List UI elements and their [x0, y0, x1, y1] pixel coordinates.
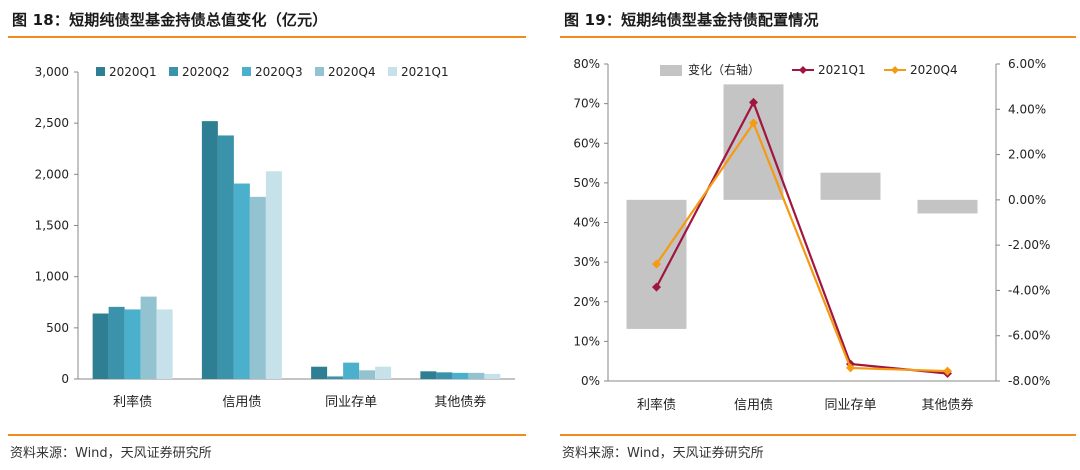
legend-marker-2021Q1	[799, 66, 807, 74]
bar-2020Q3	[233, 183, 250, 379]
y-tick-label: 1,500	[35, 219, 69, 233]
figure-19-top-rule	[560, 36, 1076, 38]
point-2021Q1	[749, 97, 758, 107]
left-tick-label: 20%	[573, 295, 600, 309]
x-tick-label: 利率债	[637, 397, 676, 413]
legend-swatch-bar	[660, 65, 682, 76]
bar-2020Q4	[249, 196, 266, 379]
bar-2020Q2	[108, 306, 125, 379]
right-tick-label: -4.00%	[1008, 283, 1050, 297]
y-tick-label: 3,000	[35, 65, 69, 79]
point-2021Q1	[652, 282, 661, 292]
bar-2020Q1	[420, 371, 437, 379]
legend-marker-2020Q4	[891, 66, 899, 74]
x-tick-label: 利率债	[113, 394, 152, 410]
figure-19-title: 图 19：短期纯债型基金持债配置情况	[564, 11, 819, 29]
legend-label: 变化（右轴）	[688, 62, 760, 77]
legend-label: 2021Q1	[818, 63, 866, 77]
y-tick-label: 1,000	[35, 270, 69, 284]
bar-2020Q2	[327, 376, 344, 379]
left-tick-label: 30%	[573, 255, 600, 269]
point-2020Q4	[943, 366, 952, 376]
bar-2021Q1	[375, 366, 392, 379]
bar-2020Q1	[92, 313, 109, 379]
bar-2021Q1	[265, 171, 282, 379]
y-tick-label: 0	[61, 372, 69, 386]
left-tick-label: 60%	[573, 136, 600, 150]
legend-swatch-2020Q3	[242, 67, 251, 76]
bar-2020Q1	[201, 121, 218, 380]
left-tick-label: 70%	[573, 97, 600, 111]
bar-2021Q1	[156, 309, 173, 379]
legend-label: 2021Q1	[401, 65, 449, 79]
legend-swatch-2021Q1	[388, 67, 397, 76]
x-tick-label: 同业存单	[824, 398, 876, 413]
bar-2020Q4	[140, 296, 157, 379]
bar-2020Q3	[452, 372, 469, 379]
legend-label: 2020Q4	[910, 63, 958, 77]
point-2020Q4	[846, 363, 855, 373]
left-tick-label: 10%	[573, 334, 600, 348]
y-tick-label: 500	[46, 321, 69, 335]
legend-swatch-2020Q2	[169, 67, 178, 76]
x-tick-label: 信用债	[222, 395, 261, 410]
legend-swatch-2020Q4	[315, 67, 324, 76]
point-2020Q4	[652, 259, 661, 269]
bar-2020Q2	[436, 372, 453, 379]
bar-2020Q4	[359, 370, 376, 379]
figure-19-panel: 图 19：短期纯债型基金持债配置情况 0% 10% 20% 30% 40% 50% 60% 7…	[552, 0, 1080, 470]
legend-swatch-2020Q1	[96, 67, 105, 76]
bar-2020Q4	[468, 372, 485, 379]
y-tick-label: 2,000	[35, 167, 69, 181]
left-tick-label: 0%	[581, 374, 600, 388]
figure-19-source: 资料来源：Wind，天风证券研究所	[562, 446, 764, 461]
left-tick-label: 40%	[573, 216, 600, 230]
figure-18-source: 资料来源：Wind，天风证券研究所	[10, 446, 212, 461]
bar-2020Q3	[124, 309, 141, 379]
right-tick-label: -8.00%	[1008, 374, 1050, 388]
x-tick-label: 同业存单	[325, 395, 377, 410]
x-tick-label: 信用债	[734, 398, 773, 413]
figure-19-bottom-rule	[560, 434, 1076, 436]
figure-18-panel: 图 18：短期纯债型基金持债总值变化（亿元） 0 500 1,000 1,500 2,0…	[0, 0, 530, 470]
line-2020Q4	[655, 120, 948, 373]
right-tick-label: -6.00%	[1008, 329, 1050, 343]
line-2021Q1	[655, 99, 948, 375]
bar-2020Q2	[217, 135, 234, 379]
x-tick-label: 其他债券	[921, 397, 973, 413]
left-tick-label: 50%	[573, 176, 600, 190]
legend-label: 2020Q4	[328, 65, 376, 79]
right-tick-label: 0.00%	[1008, 193, 1046, 207]
bar-2021Q1	[484, 373, 501, 379]
figure-19-combo-chart: 0% 10% 20% 30% 40% 50% 60% 70% 80% -8.00% -6.00% -4…	[573, 57, 1050, 413]
legend-label: 2020Q3	[255, 65, 303, 79]
change-bar	[820, 172, 881, 200]
point-2020Q4	[749, 118, 758, 128]
right-tick-label: 6.00%	[1008, 57, 1046, 71]
figure-18-top-rule	[8, 36, 526, 38]
y-tick-label: 2,500	[35, 116, 69, 130]
x-tick-label: 其他债券	[434, 394, 486, 410]
legend-label: 2020Q2	[182, 65, 230, 79]
left-tick-label: 80%	[573, 57, 600, 71]
right-tick-label: 4.00%	[1008, 102, 1046, 116]
legend-label: 2020Q1	[109, 65, 157, 79]
right-tick-label: 2.00%	[1008, 148, 1046, 162]
figure-18-title: 图 18：短期纯债型基金持债总值变化（亿元）	[12, 11, 328, 29]
figure-18-bottom-rule	[8, 434, 526, 436]
change-bar	[917, 199, 978, 214]
figure-18-bar-chart: 0 500 1,000 1,500 2,000 2,500 3,000 利率债 信用债 同业存单 其…	[35, 65, 515, 410]
bar-2020Q1	[311, 366, 328, 379]
right-tick-label: -2.00%	[1008, 238, 1050, 252]
bar-2020Q3	[343, 362, 360, 379]
